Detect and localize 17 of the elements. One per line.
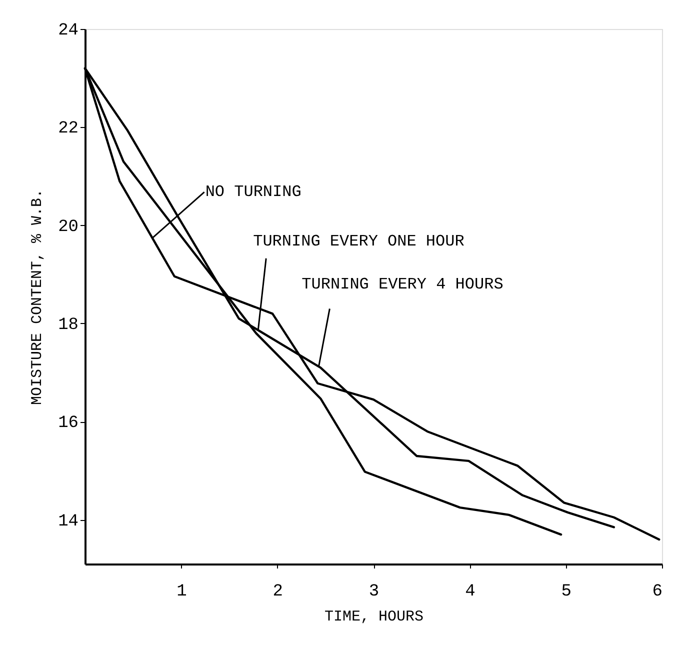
y-tick-label: 16 [58,414,78,434]
annotation: TURNING EVERY ONE HOUR [253,232,465,250]
y-tick-label: 24 [58,22,78,40]
annotation: NO TURNING [205,183,302,202]
x-tick-label: 4 [465,582,476,602]
y-tick-label: 20 [58,218,78,237]
y-tick-label: 14 [58,512,78,532]
annotation: TURNING EVERY 4 HOURS [302,276,504,294]
x-tick-label: 3 [368,582,380,602]
y-tick-label: 18 [58,316,78,335]
x-tick-label: 1 [176,582,187,602]
x-tick-label: 6 [652,582,662,602]
x-tick-label: 2 [272,582,283,602]
x-axis-title: TIME, HOURS [324,608,424,626]
x-tick-label: 5 [561,582,572,602]
y-tick-label: 22 [58,120,78,139]
y-axis-title: MOISTURE CONTENT, % W.B. [29,188,46,406]
